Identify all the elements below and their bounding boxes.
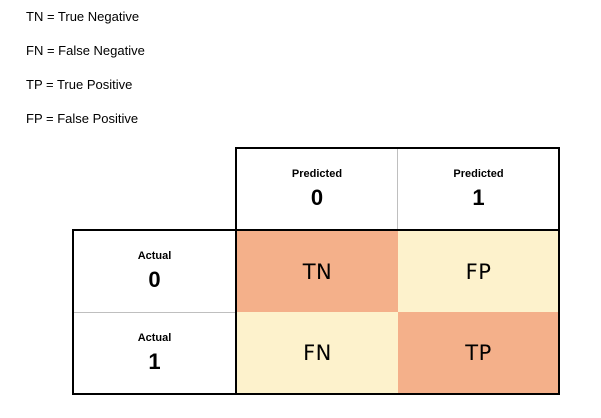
frame-line	[558, 147, 560, 395]
definition-tn: TN = True Negative	[26, 9, 140, 24]
frame-line	[72, 229, 74, 395]
frame-line	[235, 147, 560, 149]
frame-line	[72, 393, 560, 395]
column-header-value: 0	[310, 184, 324, 210]
cell-tn-label: TN	[302, 259, 333, 284]
frame-line	[72, 229, 560, 231]
definitions-list: TN = True Negative FN = False Negative T…	[26, 9, 145, 145]
cell-fn-label: FN	[303, 340, 332, 365]
column-header-value: 1	[472, 184, 485, 210]
column-header-predicted-0: Predicted 0	[236, 149, 398, 229]
definition-tp: TP = True Positive	[26, 77, 133, 92]
cell-tp-label: TP	[465, 340, 492, 365]
row-header-actual-1: Actual 1	[73, 312, 236, 394]
cell-fp-label: FP	[465, 259, 492, 284]
row-header-label: Actual	[137, 331, 172, 344]
row-header-label: Actual	[137, 250, 172, 262]
cell-fn: FN	[237, 312, 398, 393]
cell-fp: FP	[398, 231, 559, 312]
header-divider	[397, 149, 398, 229]
cell-tn: TN	[237, 231, 398, 312]
column-header-predicted-1: Predicted 1	[398, 149, 559, 229]
row-header-divider	[73, 312, 236, 313]
column-header-label: Predicted	[291, 167, 343, 180]
cell-tp: TP	[398, 312, 559, 393]
row-header-value: 1	[148, 348, 161, 374]
column-header-label: Predicted	[453, 167, 504, 180]
definition-fn: FN = False Negative	[26, 43, 145, 58]
row-header-value: 0	[148, 267, 161, 292]
frame-line	[235, 147, 237, 395]
row-header-actual-0: Actual 0	[73, 231, 236, 312]
definition-fp: FP = False Positive	[26, 111, 139, 126]
